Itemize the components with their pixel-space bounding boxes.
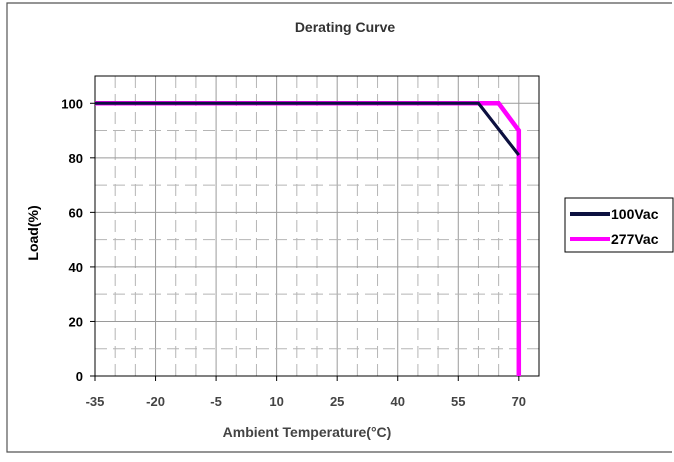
y-tick-label: 60 — [69, 205, 83, 220]
figure-border — [6, 2, 672, 453]
y-tick-label: 0 — [76, 369, 83, 384]
chart-title: Derating Curve — [295, 19, 396, 35]
y-tick-label: 80 — [69, 151, 83, 166]
y-axis: 0 20 40 60 80 100 — [61, 96, 95, 384]
x-tick-label: -35 — [86, 394, 105, 409]
legend-label-100vac: 100Vac — [611, 206, 659, 222]
grid — [95, 76, 539, 376]
y-tick-label: 40 — [69, 260, 83, 275]
x-tick-label: 55 — [451, 394, 465, 409]
x-tick-label: 25 — [330, 394, 344, 409]
series-line-100vac-overlay — [95, 101, 520, 157]
x-tick-label: 10 — [269, 394, 283, 409]
x-tick-label: 40 — [390, 394, 404, 409]
x-axis: -35 -20 -5 10 25 40 55 70 — [86, 376, 526, 409]
x-tick-label: -20 — [146, 394, 165, 409]
legend: 100Vac 277Vac — [564, 197, 674, 253]
x-tick-label: -5 — [210, 394, 222, 409]
x-tick-label: 70 — [512, 394, 526, 409]
y-tick-label: 100 — [61, 96, 83, 111]
x-axis-label: Ambient Temperature(°C) — [223, 424, 392, 440]
legend-label-277vac: 277Vac — [611, 231, 659, 247]
y-tick-label: 20 — [69, 314, 83, 329]
legend-box — [564, 197, 674, 253]
series-layer — [95, 101, 522, 376]
plot-area — [94, 75, 540, 377]
series-line-100vac — [95, 101, 520, 157]
y-axis-label: Load(%) — [25, 205, 41, 260]
